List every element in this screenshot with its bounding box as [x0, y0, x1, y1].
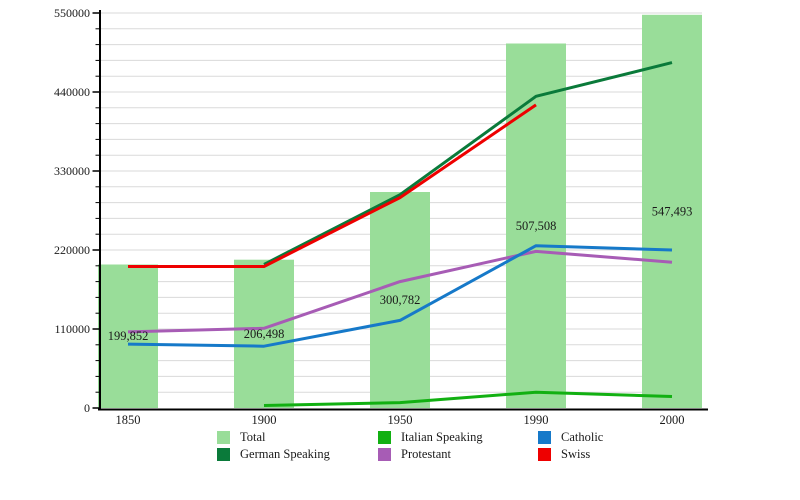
x-tick-label: 2000 — [660, 413, 685, 427]
line-swiss — [128, 103, 537, 268]
total-bar-1900 — [234, 259, 294, 408]
x-tick-label: 1950 — [388, 413, 413, 427]
legend-label: Swiss — [561, 447, 591, 461]
legend-swatch-german-speaking — [217, 448, 230, 461]
legend-label: Total — [240, 430, 266, 444]
legend-column-3: Catholic Swiss — [538, 431, 603, 465]
y-tick-label: 550000 — [54, 6, 90, 20]
total-bar-label: 507,508 — [516, 219, 557, 233]
line-italian-speaking — [263, 390, 673, 407]
total-bar-label: 547,493 — [652, 204, 693, 218]
legend-label: German Speaking — [240, 447, 330, 461]
legend-item-swiss: Swiss — [538, 448, 603, 461]
legend-label: Catholic — [561, 430, 604, 444]
legend-swatch-protestant — [378, 448, 391, 461]
legend-label: Italian Speaking — [401, 430, 483, 444]
total-bar-2000 — [642, 14, 702, 409]
y-tick-label: 440000 — [54, 85, 90, 99]
chart-legend: Total German Speaking Italian Speaking Prot… — [0, 431, 800, 491]
total-bar-1950 — [370, 192, 430, 408]
x-tick-label: 1990 — [524, 413, 549, 427]
legend-column-1: Total German Speaking — [217, 431, 330, 465]
total-bar-1850 — [98, 264, 158, 408]
legend-item-italian-speaking: Italian Speaking — [378, 431, 483, 444]
total-bar-label: 300,782 — [380, 293, 421, 307]
legend-swatch-catholic — [538, 431, 551, 444]
line-german-speaking — [263, 61, 673, 266]
x-tick-label: 1900 — [252, 413, 277, 427]
legend-column-2: Italian Speaking Protestant — [378, 431, 483, 465]
y-tick-label: 220000 — [54, 243, 90, 257]
total-bar-label: 199,852 — [108, 329, 149, 343]
total-bar-1990 — [506, 43, 566, 408]
legend-label: Protestant — [401, 447, 451, 461]
x-tick-label: 1850 — [116, 413, 141, 427]
legend-item-total: Total — [217, 431, 330, 444]
legend-item-german-speaking: German Speaking — [217, 448, 330, 461]
legend-swatch-swiss — [538, 448, 551, 461]
legend-swatch-italian-speaking — [378, 431, 391, 444]
y-tick-label: 0 — [84, 401, 90, 415]
y-tick-label: 330000 — [54, 164, 90, 178]
line-catholic — [127, 244, 673, 348]
y-tick-label: 110000 — [54, 322, 90, 336]
legend-item-protestant: Protestant — [378, 448, 483, 461]
total-bar-label: 206,498 — [244, 327, 285, 341]
population-combo-chart: 199,852 206,498 300,782 507,508 547,493 0 1100… — [54, 6, 708, 427]
legend-item-catholic: Catholic — [538, 431, 603, 444]
legend-swatch-total — [217, 431, 230, 444]
line-protestant — [127, 249, 673, 334]
